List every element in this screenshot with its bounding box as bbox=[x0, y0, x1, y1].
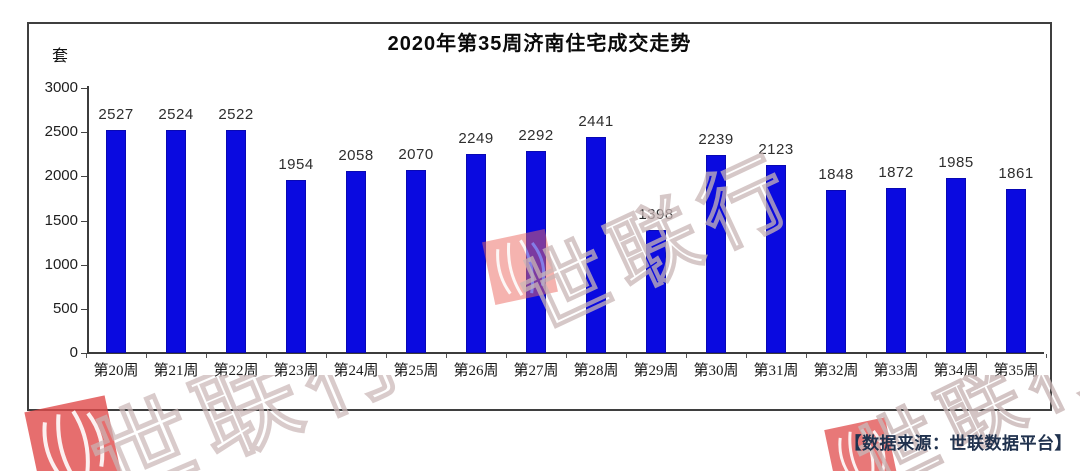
x-tick-mark bbox=[1046, 354, 1047, 358]
y-tick-mark bbox=[81, 176, 87, 178]
x-tick-mark bbox=[506, 354, 507, 358]
x-tick-mark bbox=[926, 354, 927, 358]
bar-value-label: 2070 bbox=[398, 146, 434, 164]
x-tick-mark bbox=[326, 354, 327, 358]
x-tick-mark bbox=[986, 354, 987, 358]
x-tick-label: 第22周 bbox=[213, 363, 259, 379]
x-tick-label: 第31周 bbox=[753, 363, 799, 379]
x-tick-label: 第20周 bbox=[93, 363, 139, 379]
bar-value-label: 1861 bbox=[998, 164, 1034, 182]
y-tick-label: 500 bbox=[52, 299, 78, 317]
bar-value-label: 1848 bbox=[818, 165, 854, 183]
x-tick-label: 第28周 bbox=[573, 363, 619, 379]
bar-value-label: 2527 bbox=[98, 105, 134, 123]
x-tick-label: 第29周 bbox=[633, 363, 679, 379]
bar bbox=[706, 155, 726, 353]
y-tick-mark bbox=[81, 308, 87, 310]
bar-value-label: 2239 bbox=[698, 131, 734, 149]
bar-value-label: 1985 bbox=[938, 153, 974, 171]
bar-value-label: 2441 bbox=[578, 113, 614, 131]
y-tick-label: 1500 bbox=[44, 211, 78, 229]
bar bbox=[766, 165, 786, 353]
x-tick-label: 第35周 bbox=[993, 363, 1039, 379]
bar-value-label: 2292 bbox=[518, 126, 554, 144]
x-tick-mark bbox=[566, 354, 567, 358]
y-tick-label: 2000 bbox=[44, 167, 78, 185]
bar bbox=[226, 130, 246, 353]
y-tick-mark bbox=[81, 88, 87, 89]
x-tick-label: 第33周 bbox=[873, 363, 919, 379]
x-tick-mark bbox=[206, 354, 207, 358]
bar-value-label: 2249 bbox=[458, 130, 494, 148]
y-tick-mark bbox=[81, 264, 87, 266]
x-tick-label: 第32周 bbox=[813, 363, 859, 379]
x-tick-label: 第25周 bbox=[393, 363, 439, 379]
x-tick-mark bbox=[806, 354, 807, 358]
y-tick-mark bbox=[81, 220, 87, 222]
y-tick-label: 0 bbox=[69, 344, 78, 361]
bar bbox=[886, 187, 906, 353]
bar bbox=[406, 170, 426, 353]
x-tick-label: 第26周 bbox=[453, 363, 499, 379]
bar-value-label: 2524 bbox=[158, 106, 194, 124]
x-tick-mark bbox=[626, 354, 627, 358]
x-tick-label: 第21周 bbox=[153, 363, 199, 379]
bar bbox=[466, 154, 486, 353]
bar bbox=[646, 229, 666, 353]
x-axis-line bbox=[87, 352, 1044, 354]
bar-value-label: 2058 bbox=[338, 147, 374, 165]
chart-title: 2020年第35周济南住宅成交走势 bbox=[387, 33, 692, 55]
bar bbox=[106, 129, 126, 353]
bar bbox=[526, 150, 546, 353]
bar bbox=[346, 171, 366, 353]
x-tick-label: 第24周 bbox=[333, 363, 379, 379]
chart-frame bbox=[27, 22, 1052, 411]
bar-value-label: 2123 bbox=[758, 141, 794, 159]
x-tick-mark bbox=[86, 354, 87, 358]
data-source-note: 【数据来源：世联数据平台】 bbox=[844, 434, 1072, 453]
y-axis-unit-label: 套 bbox=[52, 48, 69, 65]
x-tick-mark bbox=[866, 354, 867, 358]
bar bbox=[826, 189, 846, 353]
bar-value-label: 1398 bbox=[638, 205, 674, 223]
y-axis-line bbox=[87, 86, 89, 354]
x-tick-label: 第23周 bbox=[273, 363, 319, 379]
bar bbox=[1006, 188, 1026, 353]
x-tick-label: 第34周 bbox=[933, 363, 979, 379]
bar bbox=[166, 130, 186, 353]
x-tick-mark bbox=[266, 354, 267, 358]
x-tick-label: 第30周 bbox=[693, 363, 739, 379]
y-tick-label: 2500 bbox=[44, 123, 78, 141]
x-tick-mark bbox=[386, 354, 387, 358]
x-tick-mark bbox=[446, 354, 447, 358]
bar bbox=[946, 177, 966, 353]
x-tick-mark bbox=[746, 354, 747, 358]
y-tick-label: 3000 bbox=[44, 79, 78, 96]
x-tick-mark bbox=[146, 354, 147, 358]
y-tick-mark bbox=[81, 353, 87, 354]
bar-value-label: 1954 bbox=[278, 156, 314, 174]
bar bbox=[586, 137, 606, 353]
x-tick-mark bbox=[686, 354, 687, 358]
y-tick-label: 1000 bbox=[44, 255, 78, 273]
y-tick-mark bbox=[81, 132, 87, 134]
bar bbox=[286, 180, 306, 353]
x-tick-label: 第27周 bbox=[513, 363, 559, 379]
bar-value-label: 1872 bbox=[878, 163, 914, 181]
bar-value-label: 2522 bbox=[218, 106, 254, 124]
